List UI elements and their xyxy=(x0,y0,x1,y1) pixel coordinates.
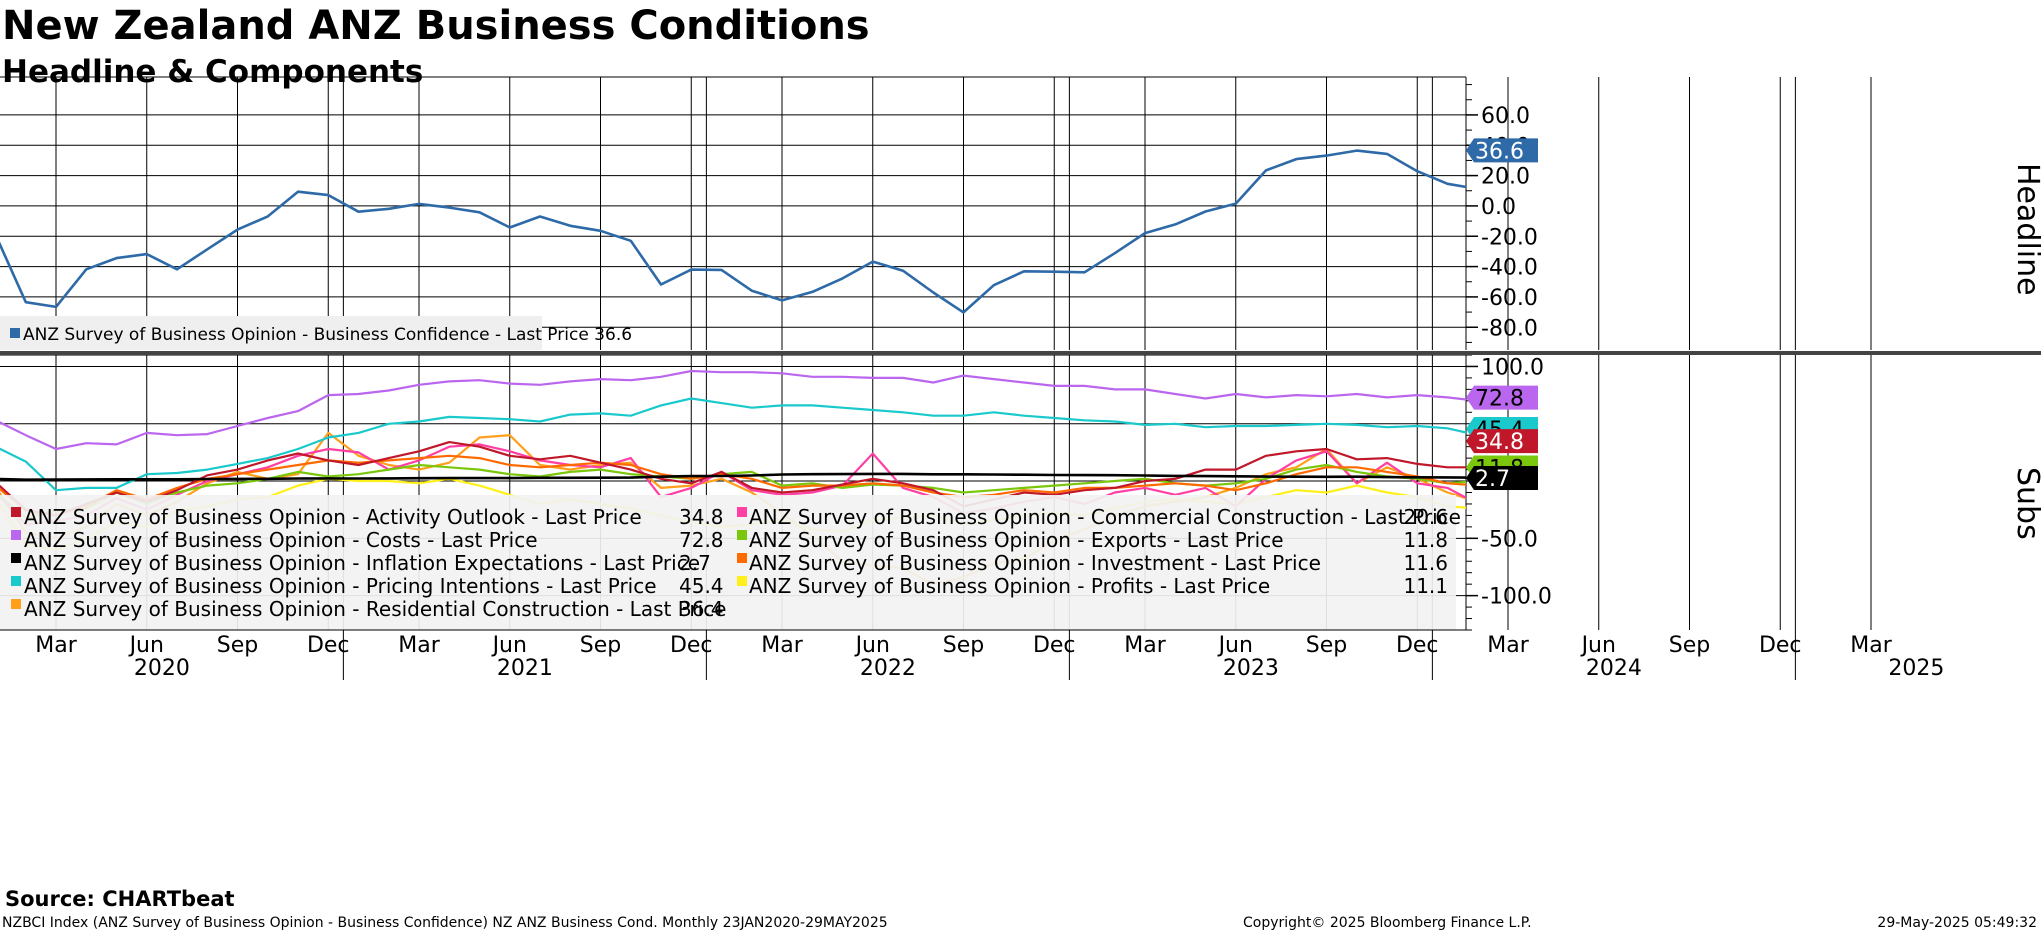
x-month-label: Mar xyxy=(1850,633,1892,658)
chart-subtitle: Headline & Components xyxy=(2,54,424,90)
subs-legend-label: ANZ Survey of Business Opinion - Inflati… xyxy=(24,551,700,575)
subs-value-tag xyxy=(1466,385,1538,410)
x-month-label: Mar xyxy=(35,633,77,658)
subs-value-tag xyxy=(1466,429,1538,454)
subs-legend-box xyxy=(0,495,1456,630)
top-y-tick-label: -60.0 xyxy=(1481,286,1538,311)
timestamp: 29-May-2025 05:49:32 xyxy=(1877,915,2037,931)
legend-swatch xyxy=(11,576,21,586)
business-confidence-line xyxy=(0,149,1466,314)
source-label: Source: CHARTbeat xyxy=(5,887,235,911)
subs-legend-label: ANZ Survey of Business Opinion - Profits… xyxy=(749,574,1270,598)
subs-series-line xyxy=(0,397,1466,492)
subs-legend-value: 11.6 xyxy=(1403,551,1448,575)
subs-legend-label: ANZ Survey of Business Opinion - Pricing… xyxy=(24,574,657,598)
headline-legend-box xyxy=(0,316,542,350)
legend-swatch xyxy=(11,599,21,609)
x-year-label: 2021 xyxy=(497,656,553,681)
top-y-tick-label: 60.0 xyxy=(1481,104,1530,129)
x-month-label: Sep xyxy=(217,633,258,658)
legend-swatch xyxy=(11,507,21,517)
x-month-label: Dec xyxy=(1033,633,1076,658)
copyright: Copyright© 2025 Bloomberg Finance L.P. xyxy=(1243,915,1532,931)
top-y-tick-label: -40.0 xyxy=(1481,256,1538,281)
x-year-label: 2025 xyxy=(1888,656,1944,681)
x-month-label: Jun xyxy=(128,633,164,658)
subs-series-line xyxy=(0,454,1466,517)
subs-legend-value: 34.8 xyxy=(679,505,724,529)
subs-legend-label: ANZ Survey of Business Opinion - Investm… xyxy=(749,551,1321,575)
x-month-label: Jun xyxy=(854,633,890,658)
legend-swatch xyxy=(737,530,747,540)
subs-legend-value: 45.4 xyxy=(679,574,724,598)
x-month-label: Sep xyxy=(1669,633,1710,658)
subs-legend-value: 11.1 xyxy=(1403,574,1448,598)
x-month-label: Jun xyxy=(1217,633,1253,658)
x-year-label: 2020 xyxy=(134,656,190,681)
x-month-label: Dec xyxy=(1396,633,1439,658)
bottom-y-tick-label: -100.0 xyxy=(1481,585,1552,610)
subs-value-label: 2.7 xyxy=(1475,467,1510,492)
x-month-label: Dec xyxy=(670,633,713,658)
x-year-label: 2023 xyxy=(1223,656,1279,681)
x-month-label: Sep xyxy=(580,633,621,658)
x-year-label: 2022 xyxy=(860,656,916,681)
x-month-label: Dec xyxy=(307,633,350,658)
top-y-tick-label: -80.0 xyxy=(1481,316,1538,341)
bottom-y-tick-label: 100.0 xyxy=(1481,355,1544,380)
headline-legend-label: ANZ Survey of Business Opinion - Busines… xyxy=(23,325,632,345)
subs-series-line xyxy=(0,472,1466,482)
subs-legend-label: ANZ Survey of Business Opinion - Exports… xyxy=(749,528,1284,552)
subs-value-tag xyxy=(1466,465,1538,490)
headline-series-group xyxy=(0,149,1466,314)
headline-axis-title: Headline xyxy=(2010,163,2041,296)
top-y-tick-label: 0.0 xyxy=(1481,195,1516,220)
subs-legend-label: ANZ Survey of Business Opinion - Costs -… xyxy=(24,528,538,552)
bottom-y-tick-label: -50.0 xyxy=(1481,527,1538,552)
x-month-label: Mar xyxy=(1487,633,1529,658)
subs-legend-value: 11.8 xyxy=(1403,528,1448,552)
x-month-label: Jun xyxy=(491,633,527,658)
subs-legend-label: ANZ Survey of Business Opinion - Activit… xyxy=(24,505,642,529)
x-month-label: Mar xyxy=(761,633,803,658)
x-month-label: Sep xyxy=(943,633,984,658)
x-year-label: 2024 xyxy=(1586,656,1642,681)
x-month-label: Mar xyxy=(398,633,440,658)
subs-legend-label: ANZ Survey of Business Opinion - Commerc… xyxy=(749,505,1461,529)
headline-value-tag xyxy=(1466,138,1538,163)
x-month-label: Jun xyxy=(1580,633,1616,658)
legend-swatch xyxy=(737,507,747,517)
subs-legend-label: ANZ Survey of Business Opinion - Residen… xyxy=(24,597,727,621)
subs-legend-value: 20.6 xyxy=(1403,505,1448,529)
legend-swatch xyxy=(11,553,21,563)
chart-title: New Zealand ANZ Business Conditions xyxy=(2,3,870,49)
subs-legend-value: 72.8 xyxy=(679,528,724,552)
subs-series-line xyxy=(0,441,1466,517)
top-y-tick-label: 20.0 xyxy=(1481,165,1530,190)
top-y-tick-label: -20.0 xyxy=(1481,225,1538,250)
legend-swatch xyxy=(737,553,747,563)
subs-series-line xyxy=(0,369,1466,451)
x-month-label: Mar xyxy=(1124,633,1166,658)
panel-divider xyxy=(0,351,2041,355)
x-month-label: Dec xyxy=(1759,633,1802,658)
legend-swatch xyxy=(737,576,747,586)
x-month-label: Sep xyxy=(1306,633,1347,658)
legend-swatch xyxy=(11,530,21,540)
subs-value-label: 72.8 xyxy=(1475,387,1524,412)
legend-swatch xyxy=(10,328,20,338)
subs-legend-value: 36.4 xyxy=(679,597,724,621)
subs-axis-title: Subs xyxy=(2010,467,2041,540)
subs-value-label: 34.8 xyxy=(1475,430,1524,455)
headline-value-label: 36.6 xyxy=(1475,139,1524,164)
subs-legend-value: 2.7 xyxy=(679,551,711,575)
series-description: NZBCI Index (ANZ Survey of Business Opin… xyxy=(2,915,888,931)
